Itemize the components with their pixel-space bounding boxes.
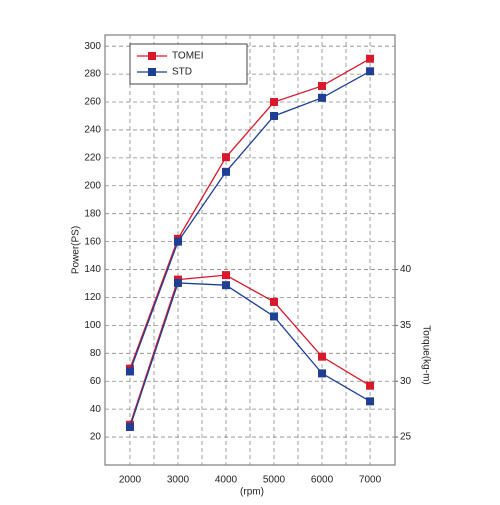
point <box>270 111 279 120</box>
y-tick-label: 260 <box>84 97 101 108</box>
y-tick-label: 140 <box>84 264 101 275</box>
point <box>366 54 375 63</box>
point <box>270 98 279 107</box>
point <box>221 153 230 162</box>
point <box>125 423 134 432</box>
point <box>318 81 327 90</box>
x-axis-label: (rpm) <box>240 487 264 498</box>
series-line <box>129 274 371 425</box>
legend-label: STD <box>172 67 192 78</box>
point <box>125 367 134 376</box>
y2-tick-label: 40 <box>400 264 412 275</box>
y-tick-label: 100 <box>84 320 101 331</box>
series-line <box>129 58 371 369</box>
point <box>318 93 327 102</box>
y-axis-label: Power(PS) <box>71 226 82 274</box>
x-tick-label: 4000 <box>215 475 238 486</box>
y2-axis-label: Torque(kg-m) <box>420 325 431 384</box>
point <box>270 297 279 306</box>
y-tick-label: 80 <box>90 348 102 359</box>
legend-marker <box>148 52 156 60</box>
y-tick-label: 160 <box>84 236 101 247</box>
point <box>173 278 182 287</box>
y-tick-label: 280 <box>84 69 101 80</box>
point <box>173 237 182 246</box>
y-tick-label: 120 <box>84 292 101 303</box>
point <box>221 281 230 290</box>
legend-box <box>129 43 248 85</box>
y-tick-label: 200 <box>84 180 101 191</box>
point <box>366 67 375 76</box>
y2-tick-label: 30 <box>400 376 412 387</box>
x-tick-label: 2000 <box>119 475 142 486</box>
y-tick-label: 300 <box>84 41 101 52</box>
y-tick-label: 180 <box>84 208 101 219</box>
y-tick-label: 40 <box>90 404 102 415</box>
point <box>366 381 375 390</box>
point <box>270 312 279 321</box>
y-tick-label: 220 <box>84 152 101 163</box>
y-tick-label: 20 <box>90 432 102 443</box>
point <box>221 167 230 176</box>
legend-label: TOMEI <box>172 51 203 62</box>
legend-marker <box>148 68 156 76</box>
series-line <box>129 70 371 372</box>
x-tick-label: 3000 <box>167 475 190 486</box>
point <box>221 271 230 280</box>
series-line <box>129 282 371 428</box>
x-tick-label: 5000 <box>263 475 286 486</box>
y2-tick-label: 35 <box>400 320 412 331</box>
y-tick-label: 240 <box>84 125 101 136</box>
point <box>318 369 327 378</box>
x-tick-label: 6000 <box>311 475 334 486</box>
point <box>366 397 375 406</box>
y2-tick-label: 25 <box>400 432 412 443</box>
point <box>318 352 327 361</box>
y-tick-label: 60 <box>90 376 102 387</box>
x-tick-label: 7000 <box>359 475 382 486</box>
